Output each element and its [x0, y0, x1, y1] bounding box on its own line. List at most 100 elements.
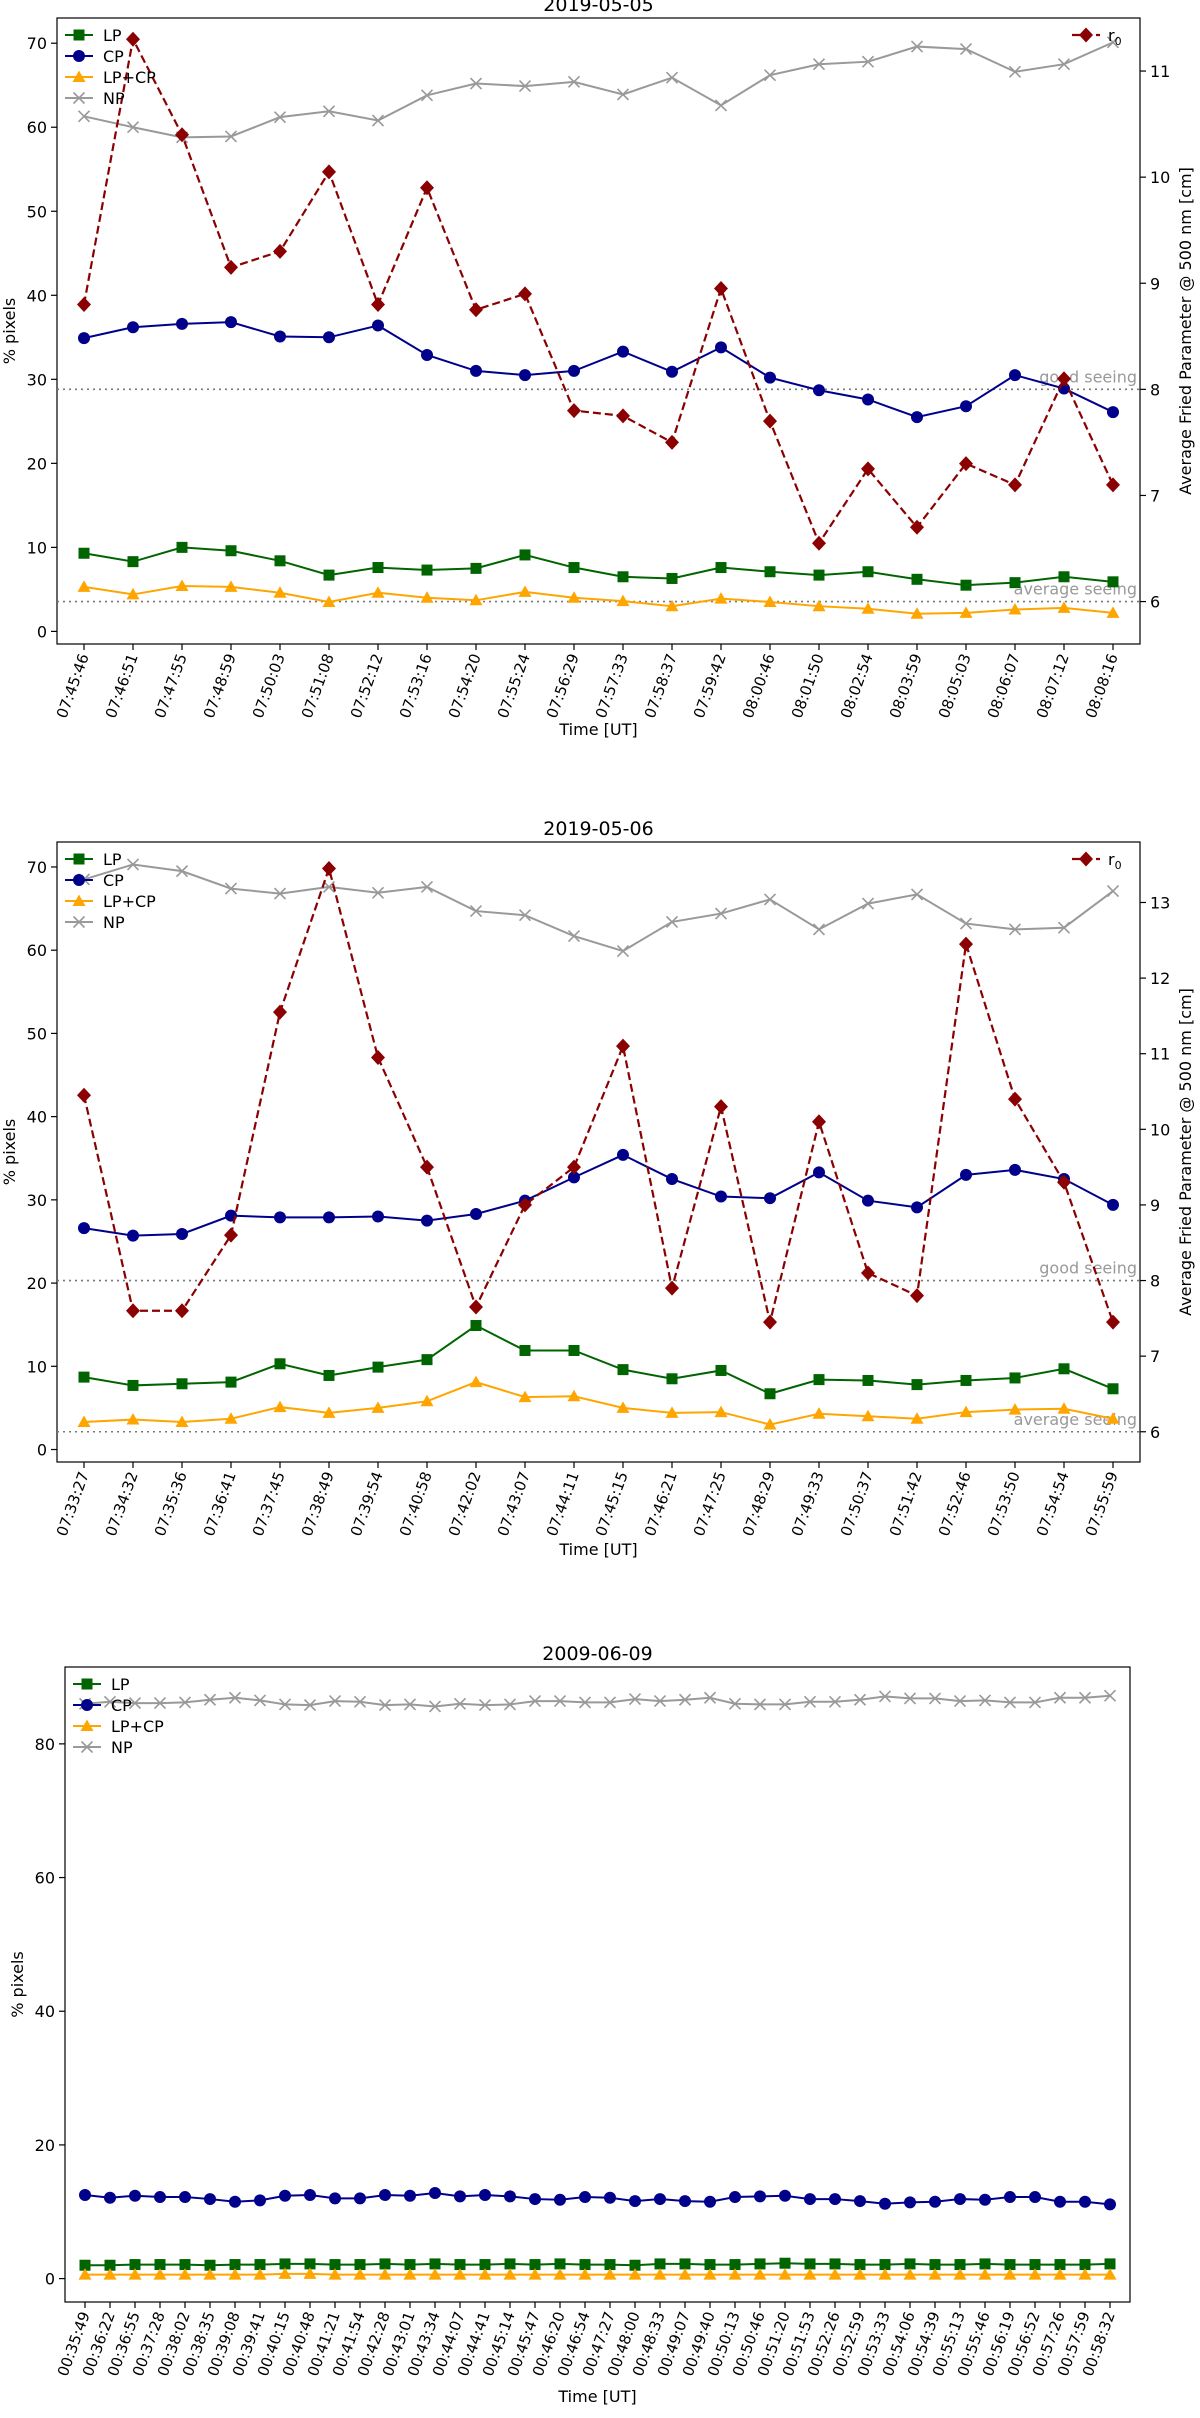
- data-point: [714, 907, 728, 920]
- x-tick-label: 07:54:20: [445, 651, 485, 720]
- data-point: [763, 595, 777, 607]
- data-point: [323, 1369, 335, 1381]
- data-point: [129, 2259, 141, 2271]
- chart-title: 2009-06-09: [542, 1643, 652, 1665]
- data-point: [203, 2268, 217, 2280]
- data-point: [504, 2258, 516, 2270]
- data-point: [1057, 1174, 1071, 1190]
- legend-marker: [72, 70, 86, 82]
- data-point: [104, 2259, 116, 2271]
- data-point: [960, 1168, 972, 1181]
- data-point: [778, 2268, 792, 2280]
- data-point: [470, 1208, 482, 1220]
- legend-label: r0: [1108, 850, 1122, 872]
- x-tick-label: 07:38:49: [298, 1469, 338, 1538]
- data-point: [960, 400, 972, 413]
- data-point: [303, 2267, 317, 2279]
- data-point: [224, 259, 238, 275]
- data-point: [503, 1698, 517, 1711]
- data-point: [568, 1344, 580, 1356]
- data-point: [273, 887, 287, 900]
- legend-label: LP+CP: [111, 1717, 164, 1736]
- data-point: [1104, 2198, 1116, 2211]
- data-point: [470, 562, 482, 574]
- legend-label: LP+CP: [103, 892, 156, 911]
- data-point: [322, 105, 336, 118]
- data-point: [323, 569, 335, 581]
- data-point: [715, 341, 727, 354]
- data-point: [910, 607, 924, 619]
- data-point: [479, 2189, 491, 2202]
- data-point: [568, 364, 580, 377]
- data-point: [126, 1413, 140, 1425]
- data-point: [127, 556, 139, 568]
- data-point: [469, 77, 483, 90]
- data-point: [1104, 2258, 1116, 2270]
- data-point: [878, 1690, 892, 1703]
- data-point: [1008, 603, 1022, 615]
- data-point: [529, 2193, 541, 2206]
- data-point: [1057, 58, 1071, 71]
- data-point: [1079, 2195, 1091, 2208]
- data-point: [403, 2268, 417, 2280]
- data-point: [78, 2268, 92, 2280]
- data-point: [153, 1697, 167, 1710]
- data-point: [910, 1288, 924, 1304]
- y-tick-label: 20: [27, 1274, 47, 1293]
- data-point: [322, 164, 336, 180]
- legend-label: LP+CP: [103, 68, 156, 87]
- x-tick-label: 07:52:12: [347, 651, 387, 720]
- data-point: [1029, 2191, 1041, 2204]
- data-point: [225, 316, 237, 329]
- data-point: [420, 1159, 434, 1175]
- data-point: [714, 1405, 728, 1418]
- data-point: [879, 2259, 891, 2271]
- data-point: [420, 180, 434, 196]
- x-tick-label: 07:56:29: [543, 651, 583, 720]
- y2-tick-label: 7: [1150, 486, 1160, 505]
- y-axis-label: % pixels: [0, 298, 19, 365]
- data-point: [715, 1364, 727, 1376]
- data-point: [470, 1320, 482, 1332]
- data-point: [803, 2268, 817, 2280]
- data-point: [665, 71, 679, 84]
- y2-tick-label: 11: [1150, 62, 1170, 81]
- data-point: [679, 2195, 691, 2208]
- chart-1: 2019-05-05 0 10 20 30 40 50 60 70 % pixels 6 7 8 9 10 1…: [0, 0, 1195, 739]
- series-np: [77, 858, 1120, 958]
- legend: LP CP LP+CP NP: [73, 1675, 164, 1757]
- data-point: [1009, 1372, 1021, 1384]
- data-point: [813, 1166, 825, 1179]
- data-point: [77, 580, 91, 592]
- series-line: [83, 546, 1114, 587]
- data-point: [322, 595, 336, 607]
- data-point: [273, 243, 287, 259]
- data-point: [666, 1373, 678, 1385]
- data-point: [714, 592, 728, 604]
- data-point: [764, 371, 776, 384]
- legend-marker: [72, 91, 86, 105]
- data-point: [1106, 606, 1120, 618]
- data-point: [478, 1699, 492, 1712]
- series-lp: [79, 2257, 1116, 2271]
- x-tick-label: 08:08:16: [1082, 651, 1122, 720]
- data-point: [704, 2195, 716, 2208]
- data-point: [203, 1693, 217, 1706]
- data-point: [329, 2192, 341, 2205]
- legend: LP CP LP+CP NP: [65, 26, 156, 108]
- y-tick-label: 30: [27, 370, 47, 389]
- data-point: [78, 1222, 90, 1235]
- data-point: [403, 1698, 417, 1711]
- data-point: [678, 2268, 692, 2280]
- data-point: [959, 936, 973, 952]
- data-point: [479, 2259, 491, 2271]
- series-line: [83, 863, 1114, 953]
- data-point: [176, 1227, 188, 1240]
- data-point: [812, 1114, 826, 1130]
- data-point: [567, 1159, 581, 1175]
- data-point: [578, 2268, 592, 2280]
- data-point: [420, 880, 434, 894]
- data-point: [1053, 2268, 1067, 2280]
- data-point: [629, 2195, 641, 2208]
